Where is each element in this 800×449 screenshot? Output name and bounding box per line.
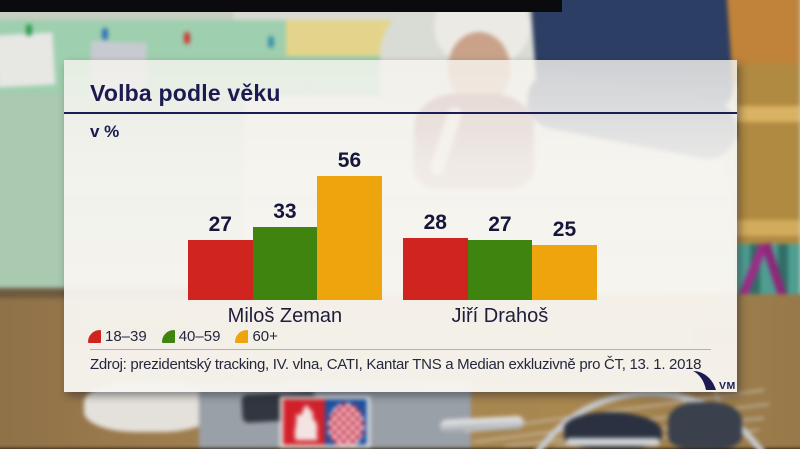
bar-value-ji-draho-40-59: 27 [488, 213, 512, 236]
shoe [668, 402, 742, 448]
bar-value-milo-zeman-60: 56 [337, 149, 362, 172]
push-pin [102, 28, 108, 40]
bar-milo-zeman-60 [317, 176, 382, 300]
bar-ji-draho-40-59 [467, 240, 533, 300]
coat-of-arms-eagle-field [325, 399, 367, 445]
bar-value-milo-zeman-18-39: 27 [208, 213, 232, 236]
chart-legend: 18–39 40–59 60+ [88, 328, 278, 345]
bar-value-ji-draho-60: 25 [552, 218, 577, 241]
category-label-ji-draho: Jiří Drahoš [451, 305, 549, 327]
title-divider [64, 112, 737, 114]
broadcast-top-bar [0, 0, 562, 12]
bar-milo-zeman-40-59 [252, 227, 318, 300]
bar-chart: 27 33 56 Miloš Zeman 28 27 25 Jiří Drahoš [64, 60, 737, 392]
coat-of-arms-lion-field [283, 399, 325, 445]
vm-logo-swoosh-icon [693, 371, 716, 390]
pinned-paper-yellow [286, 20, 392, 56]
legend-label: 40–59 [178, 328, 221, 345]
push-pin [268, 36, 274, 48]
bar-ji-draho-60 [532, 245, 597, 300]
bar-milo-zeman-18-39 [188, 240, 253, 300]
legend-marker-green [161, 330, 175, 343]
vm-logo-text: VM [719, 379, 736, 392]
legend-label: 60+ [252, 328, 278, 345]
shoe-sole [566, 438, 660, 446]
page-title: Volba podle věku [90, 80, 281, 106]
voting-booth-edge [736, 220, 800, 236]
push-pin [26, 24, 32, 36]
unit-label: v % [90, 122, 120, 141]
source-text: Zdroj: prezidentský tracking, IV. vlna, … [90, 356, 702, 373]
bar-value-milo-zeman-40-59: 33 [273, 200, 297, 223]
push-pin [184, 32, 190, 44]
source-divider [90, 349, 711, 350]
background-curtain-fold [778, 244, 788, 308]
legend-marker-yellow [235, 330, 249, 343]
legend-label: 18–39 [105, 328, 147, 345]
lion-figure [294, 404, 318, 441]
legend-item-60plus: 60+ [235, 328, 278, 345]
legend-item-18-39: 18–39 [88, 328, 147, 345]
bar-value-ji-draho-18-39: 28 [423, 211, 447, 234]
pinned-paper [0, 32, 56, 88]
voting-booth-side [736, 64, 800, 248]
eagle-checker [328, 403, 364, 445]
voting-booth-edge [736, 106, 800, 122]
category-label-milo-zeman: Miloš Zeman [227, 305, 343, 327]
legend-marker-red [88, 330, 101, 343]
bar-ji-draho-18-39 [403, 238, 468, 300]
czech-coat-of-arms [280, 396, 370, 448]
chart-panel: Volba podle věku v % 27 33 56 Miloš Zeman 28… [64, 60, 737, 392]
legend-item-40-59: 40–59 [161, 328, 221, 345]
vm-logo: VM [692, 370, 736, 391]
